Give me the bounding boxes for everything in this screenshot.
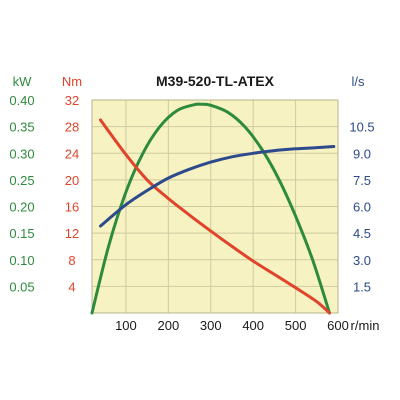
torque-tick-label: 32 bbox=[65, 93, 79, 108]
flow-tick-label: 4.5 bbox=[353, 226, 371, 241]
flow-tick-label: 3.0 bbox=[353, 253, 371, 268]
x-tick-label: 300 bbox=[200, 318, 222, 333]
flow-tick-label: 9.0 bbox=[353, 146, 371, 161]
x-axis-label: r/min bbox=[351, 318, 380, 333]
power-series-line bbox=[90, 102, 331, 315]
chart-title: M39-520-TL-ATEX bbox=[156, 73, 275, 89]
label-layer: 100 200 300 400 500 600 32 28 24 20 16 12 8 4 0.40 0.35… bbox=[9, 93, 374, 333]
torque-tick-label: 4 bbox=[68, 279, 75, 294]
torque-axis-unit: Nm bbox=[62, 74, 82, 89]
torque-tick-label: 24 bbox=[65, 146, 79, 161]
x-tick-label: 200 bbox=[157, 318, 179, 333]
power-tick-label: 0.25 bbox=[9, 173, 34, 188]
flow-axis-unit: l/s bbox=[352, 74, 366, 89]
power-tick-label: 0.15 bbox=[9, 226, 34, 241]
power-tick-label: 0.40 bbox=[9, 93, 34, 108]
torque-tick-label: 8 bbox=[68, 253, 75, 268]
power-axis-unit: kW bbox=[13, 74, 33, 89]
flow-tick-label: 1.5 bbox=[353, 279, 371, 294]
torque-tick-label: 12 bbox=[65, 226, 79, 241]
power-tick-label: 0.05 bbox=[9, 279, 34, 294]
flow-tick-label: 7.5 bbox=[353, 173, 371, 188]
torque-tick-label: 20 bbox=[65, 173, 79, 188]
x-tick-label: 100 bbox=[115, 318, 137, 333]
power-tick-label: 0.10 bbox=[9, 253, 34, 268]
x-tick-label: 600 bbox=[327, 318, 349, 333]
flow-tick-label: 10.5 bbox=[349, 120, 374, 135]
plot-border bbox=[91, 99, 339, 314]
torque-tick-label: 28 bbox=[65, 120, 79, 135]
flow-tick-label: 6.0 bbox=[353, 200, 371, 215]
power-tick-label: 0.35 bbox=[9, 120, 34, 135]
torque-series-line bbox=[99, 118, 331, 315]
x-tick-label: 500 bbox=[285, 318, 307, 333]
power-tick-label: 0.30 bbox=[9, 146, 34, 161]
torque-tick-label: 16 bbox=[65, 200, 79, 215]
x-tick-label: 400 bbox=[242, 318, 264, 333]
power-tick-label: 0.20 bbox=[9, 200, 34, 215]
flow-series-line bbox=[99, 145, 336, 228]
series-layer bbox=[90, 102, 336, 315]
